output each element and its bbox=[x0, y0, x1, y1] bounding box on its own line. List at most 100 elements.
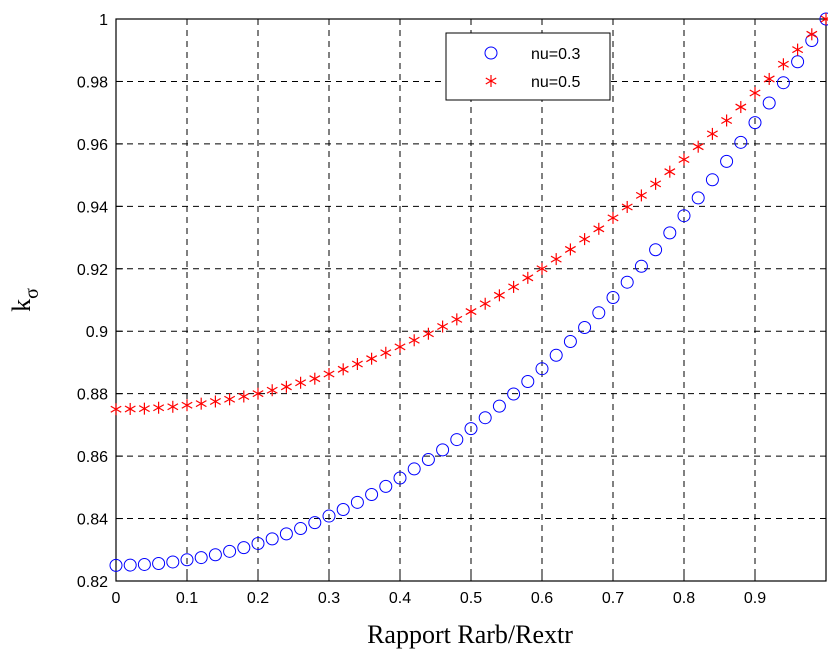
y-tick-label: 0.98 bbox=[77, 74, 108, 91]
data-point bbox=[336, 503, 350, 517]
data-point bbox=[224, 393, 236, 406]
marker-stroke bbox=[692, 143, 704, 151]
data-point bbox=[705, 173, 719, 187]
data-point bbox=[437, 320, 449, 333]
data-point bbox=[507, 387, 521, 401]
marker-stroke bbox=[465, 308, 477, 316]
data-point bbox=[152, 557, 166, 571]
data-point bbox=[649, 243, 663, 257]
data-point bbox=[180, 553, 194, 567]
data-point bbox=[167, 400, 179, 413]
data-point bbox=[748, 116, 762, 130]
marker-stroke bbox=[508, 283, 520, 291]
y-tick-label: 1 bbox=[99, 12, 108, 29]
data-point bbox=[393, 471, 407, 485]
data-point bbox=[763, 72, 775, 85]
data-point bbox=[407, 462, 421, 476]
data-point bbox=[195, 397, 207, 410]
marker-stroke bbox=[209, 397, 221, 405]
data-point bbox=[650, 177, 662, 190]
marker-stroke bbox=[550, 255, 562, 263]
data-point bbox=[593, 222, 605, 235]
x-tick-label: 0.7 bbox=[602, 590, 624, 607]
y-tick-label: 0.88 bbox=[77, 387, 108, 404]
data-point bbox=[109, 558, 123, 572]
marker-stroke bbox=[366, 355, 378, 363]
x-tick-label: 0 bbox=[112, 590, 121, 607]
data-point bbox=[479, 297, 491, 310]
marker-stroke bbox=[735, 103, 747, 111]
data-point bbox=[294, 522, 308, 536]
data-point bbox=[309, 372, 321, 385]
data-point bbox=[777, 58, 789, 71]
data-point bbox=[394, 340, 406, 353]
data-point bbox=[508, 280, 520, 293]
data-point bbox=[337, 363, 349, 376]
data-point bbox=[450, 433, 464, 447]
data-point bbox=[550, 253, 562, 266]
data-point bbox=[181, 399, 193, 412]
marker-stroke bbox=[763, 75, 775, 83]
y-tick-label: 0.86 bbox=[77, 449, 108, 466]
data-point bbox=[478, 411, 492, 425]
marker-stroke bbox=[295, 379, 307, 387]
data-point bbox=[621, 200, 633, 213]
marker-stroke bbox=[323, 370, 335, 378]
data-point bbox=[137, 557, 151, 571]
data-point bbox=[820, 13, 828, 25]
y-tick-label: 0.92 bbox=[77, 262, 108, 279]
data-point bbox=[606, 291, 620, 305]
marker-stroke bbox=[479, 300, 491, 308]
marker-stroke bbox=[522, 274, 534, 282]
marker-stroke bbox=[167, 403, 179, 411]
marker-stroke bbox=[706, 130, 718, 138]
data-point bbox=[521, 374, 535, 388]
marker-stroke bbox=[380, 349, 392, 357]
data-point bbox=[607, 211, 619, 224]
data-point bbox=[493, 289, 505, 302]
data-point bbox=[238, 390, 250, 403]
marker-stroke bbox=[110, 405, 122, 413]
marker-stroke bbox=[337, 365, 349, 373]
data-point bbox=[379, 479, 393, 493]
data-point bbox=[110, 403, 122, 416]
data-point bbox=[762, 96, 776, 110]
data-point bbox=[563, 335, 577, 349]
data-point bbox=[351, 358, 363, 371]
data-point bbox=[664, 165, 676, 178]
marker-stroke bbox=[650, 180, 662, 188]
data-point bbox=[209, 395, 221, 408]
data-point bbox=[252, 387, 264, 400]
y-tick-label: 0.9 bbox=[86, 324, 108, 341]
data-point bbox=[620, 275, 634, 289]
marker-stroke bbox=[593, 225, 605, 233]
marker-stroke bbox=[224, 395, 236, 403]
legend: nu=0.3 nu=0.5 bbox=[445, 32, 611, 101]
marker-stroke bbox=[564, 245, 576, 253]
data-point bbox=[451, 313, 463, 326]
data-point bbox=[735, 101, 747, 114]
marker-stroke bbox=[820, 17, 828, 23]
legend-label: nu=0.5 bbox=[531, 74, 580, 91]
data-point bbox=[721, 114, 733, 127]
marker-stroke bbox=[664, 168, 676, 176]
marker-stroke bbox=[309, 375, 321, 383]
data-point bbox=[792, 43, 804, 56]
y-axis-label: kσ bbox=[7, 288, 43, 312]
data-point bbox=[677, 209, 691, 223]
marker-stroke bbox=[792, 46, 804, 54]
data-point bbox=[720, 154, 734, 168]
marker-stroke bbox=[138, 405, 150, 413]
data-point bbox=[166, 555, 180, 569]
data-point bbox=[366, 352, 378, 365]
data-point bbox=[138, 402, 150, 415]
data-point bbox=[350, 495, 364, 509]
marker-stroke bbox=[153, 404, 165, 412]
data-point bbox=[365, 488, 379, 502]
data-point bbox=[706, 127, 718, 140]
marker-stroke bbox=[252, 390, 264, 398]
data-point bbox=[691, 191, 705, 205]
data-point bbox=[422, 327, 434, 340]
